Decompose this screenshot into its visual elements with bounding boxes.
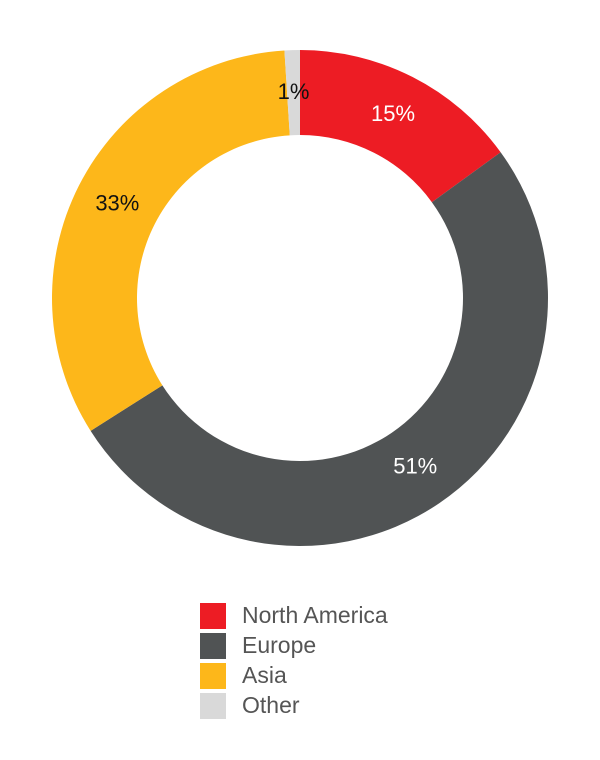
- legend-label: Asia: [242, 662, 287, 688]
- value-label: 15%: [371, 101, 415, 126]
- legend-swatch: [200, 603, 226, 629]
- legend-swatch: [200, 663, 226, 689]
- value-label: 51%: [393, 453, 437, 478]
- legend-swatch: [200, 633, 226, 659]
- donut-segment: [300, 50, 501, 203]
- donut-segment: [284, 50, 300, 136]
- donut-segment: [52, 50, 290, 431]
- value-label: 1%: [278, 79, 310, 104]
- legend-swatch: [200, 693, 226, 719]
- value-label: 33%: [95, 191, 139, 216]
- legend-label: Europe: [242, 632, 316, 658]
- legend-label: Other: [242, 692, 300, 718]
- legend-label: North America: [242, 602, 388, 628]
- donut-segment: [90, 152, 549, 547]
